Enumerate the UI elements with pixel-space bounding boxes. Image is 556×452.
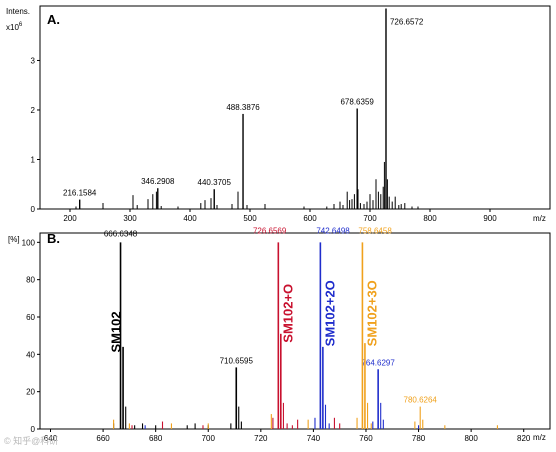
panel-b-peak-label: 710.6595: [220, 356, 254, 365]
panel-b-x-tick-label: 780: [412, 434, 426, 443]
panel-b-x-tick-label: 640: [44, 434, 58, 443]
panel-a-yscale: x106: [6, 22, 23, 32]
panel-b-peak-label: 780.6264: [404, 396, 438, 405]
panel-a-plot-frame: [39, 5, 551, 210]
panel-b-y-tick-label: 0: [31, 425, 36, 434]
panel-b-plot-frame: [39, 232, 551, 430]
panel-a-x-tick-label: 900: [483, 214, 497, 223]
panel-a-yscale-exp: 6: [19, 22, 23, 28]
panel-a-x-tick-label: 400: [183, 214, 197, 223]
panel-a-peak-label: 678.6359: [340, 97, 374, 106]
panel-b-plot: 640 660 680 700 720 740 760 780 800 820 0 20 40 60 80 1…: [22, 226, 551, 443]
panel-a-x-tick-label: 300: [123, 214, 137, 223]
panel-b-ylabel: [%]: [8, 235, 20, 244]
panel-a-y-tick-label: 1: [31, 155, 36, 164]
series-name-label: SM102+2O: [322, 280, 337, 346]
series-name-label: SM102: [109, 311, 124, 352]
panel-a-ylabel: Intens.: [6, 7, 30, 16]
panel-a-x-tick-label: 500: [243, 214, 257, 223]
panel-a-peak-label: 440.3705: [198, 178, 232, 187]
panel-b-x-tick-label: 720: [254, 434, 268, 443]
panel-b-letter: B.: [47, 231, 60, 246]
panel-a-y-tick-label: 2: [31, 106, 36, 115]
panel-b-xlabel: m/z: [533, 433, 546, 442]
panel-b-y-tick-label: 20: [26, 388, 35, 397]
panel-b-y-tick-label: 80: [26, 276, 35, 285]
panel-a-peak-label: 726.6572: [390, 17, 424, 26]
panel-a-peak-label: 488.3876: [226, 103, 260, 112]
watermark: © 知乎@科研: [4, 436, 59, 446]
panel-b-x-tick-label: 660: [96, 434, 110, 443]
panel-a-letter: A.: [47, 12, 60, 27]
panel-b-x-tick-label: 700: [202, 434, 216, 443]
panel-a-y-tick-label: 0: [31, 205, 36, 214]
panel-b-x-tick-label: 760: [359, 434, 373, 443]
panel-b-peak-label: 764.6297: [361, 358, 395, 367]
panel-a-x-tick-label: 200: [63, 214, 77, 223]
panel-a-y-tick-label: 3: [31, 56, 36, 65]
panel-b-peak-label: 726.6569: [253, 226, 287, 235]
panel-b-x-tick-label: 820: [517, 434, 531, 443]
panel-b-peak-label: 742.6498: [316, 226, 350, 235]
panel-b-x-tick-label: 680: [149, 434, 163, 443]
panel-b-peak-label: 758.6458: [358, 226, 392, 235]
panel-a-xlabel: m/z: [533, 214, 546, 223]
panel-a-peak-label: 346.2908: [141, 177, 175, 186]
panel-b-peak-label: 666.6348: [104, 229, 138, 238]
panel-a-plot: 200 300 400 500 600 700 800 900 0 1 2 3 216.1584 346.…: [31, 5, 551, 223]
panel-a-x-tick-label: 800: [423, 214, 437, 223]
panel-b-x-tick-label: 800: [464, 434, 478, 443]
panel-a-x-tick-label: 600: [303, 214, 317, 223]
series-name-label: SM102+O: [280, 284, 295, 343]
panel-b-y-tick-label: 40: [26, 350, 35, 359]
panel-b-y-tick-label: 100: [22, 238, 36, 247]
panel-a-peak-label: 216.1584: [63, 189, 97, 198]
panel-a-x-tick-label: 700: [363, 214, 377, 223]
series-name-label: SM102+3O: [364, 280, 379, 346]
panel-b-x-tick-label: 740: [307, 434, 321, 443]
panel-a-yscale-base: x10: [6, 23, 19, 32]
panel-b-y-tick-label: 60: [26, 313, 35, 322]
